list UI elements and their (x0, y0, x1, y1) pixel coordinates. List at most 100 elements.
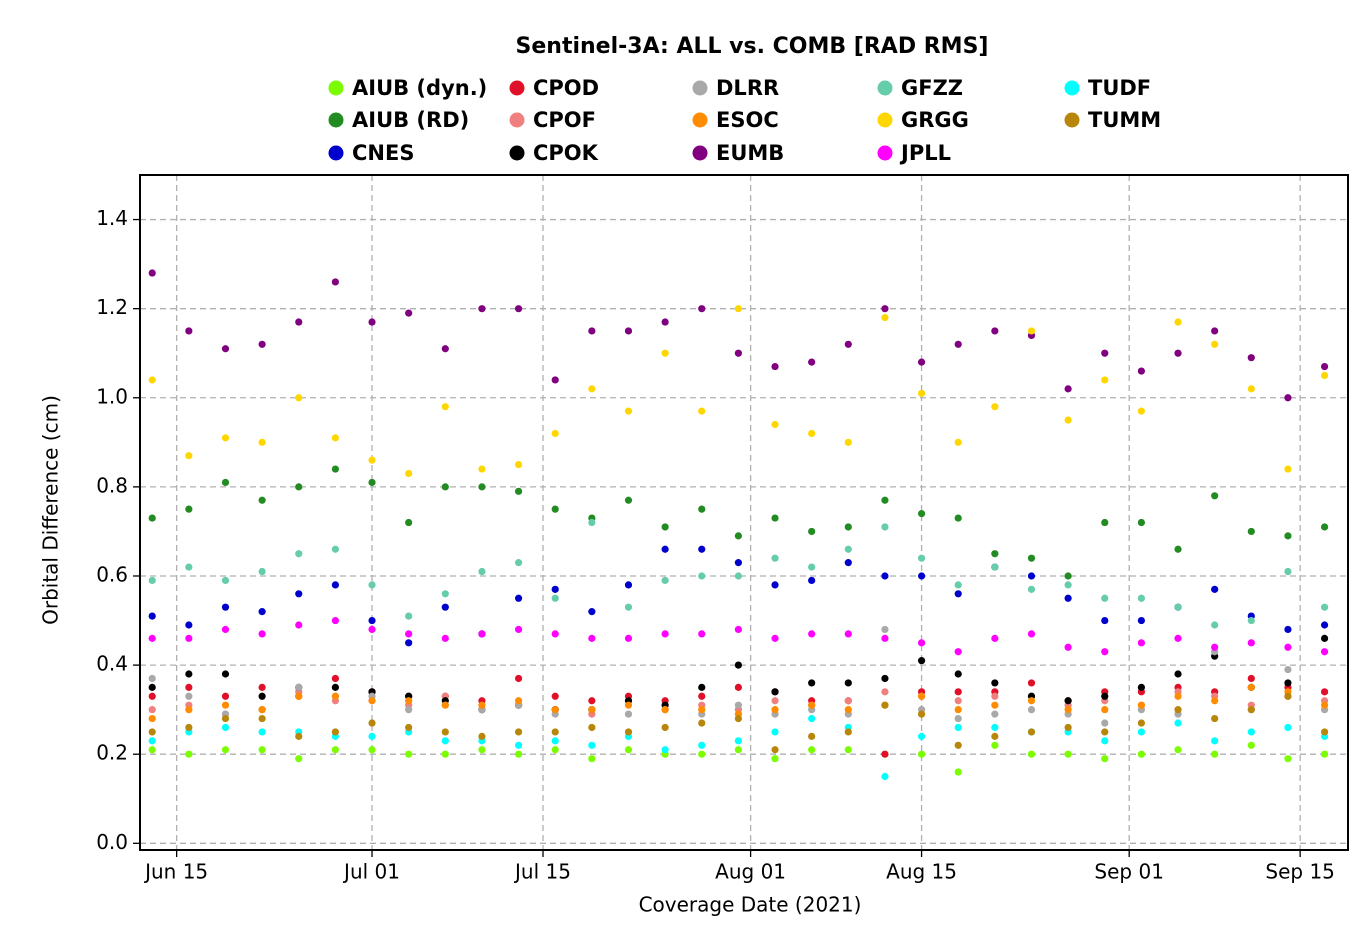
data-point (551, 728, 559, 736)
data-point (1101, 706, 1109, 714)
data-point (1247, 683, 1255, 691)
data-point (1320, 523, 1329, 531)
data-point (1101, 616, 1109, 625)
data-point (1284, 567, 1292, 576)
data-point (881, 634, 889, 642)
legend-marker (877, 145, 893, 161)
data-point (661, 706, 669, 714)
data-point (734, 559, 742, 567)
legend-label: AIUB (dyn.) (352, 76, 487, 100)
data-point (1284, 643, 1292, 651)
data-point (368, 697, 376, 705)
data-point (1284, 394, 1292, 402)
data-point (1137, 407, 1145, 415)
data-point (954, 723, 962, 732)
data-point (221, 625, 230, 634)
data-point (1137, 616, 1145, 625)
data-point (1284, 625, 1292, 634)
data-point (1137, 594, 1145, 602)
data-point (844, 340, 852, 348)
data-point (771, 420, 779, 429)
data-point (1064, 416, 1072, 424)
data-point (1027, 585, 1036, 593)
data-point (185, 683, 193, 691)
data-point (185, 723, 193, 732)
legend-marker (692, 145, 708, 161)
data-point (808, 746, 816, 754)
data-point (514, 487, 523, 495)
data-point (221, 714, 230, 723)
data-point (1247, 674, 1255, 683)
x-tick-label: Jul 01 (342, 860, 400, 884)
data-point (1027, 697, 1036, 705)
data-point (1211, 750, 1219, 758)
data-point (295, 732, 303, 740)
data-point (1137, 750, 1145, 758)
data-point (1064, 706, 1072, 714)
data-point (331, 278, 339, 286)
data-point (1211, 643, 1219, 651)
data-point (331, 581, 339, 589)
data-point (1027, 327, 1036, 335)
data-point (258, 683, 266, 691)
data-point (624, 327, 633, 335)
data-point (1247, 741, 1255, 749)
data-point (698, 305, 706, 313)
data-point (734, 532, 742, 540)
data-point (441, 403, 449, 411)
data-point (954, 714, 962, 723)
data-point (295, 621, 303, 629)
x-axis-label: Coverage Date (2021) (639, 893, 862, 917)
data-point (514, 559, 523, 567)
data-point (551, 746, 559, 754)
data-point (514, 305, 523, 313)
data-point (368, 456, 376, 464)
data-point (258, 340, 266, 348)
data-point (844, 706, 852, 714)
data-point (221, 670, 230, 678)
legend-marker (509, 112, 525, 128)
data-point (1247, 706, 1255, 714)
data-point (331, 674, 339, 683)
y-tick-label: 0.0 (96, 830, 128, 854)
y-tick-label: 0.2 (96, 741, 128, 765)
legend-marker (692, 112, 708, 128)
data-point (771, 362, 779, 371)
data-point (185, 327, 193, 335)
data-point (1064, 643, 1072, 651)
data-point (734, 305, 742, 313)
data-point (1211, 585, 1219, 593)
data-point (148, 706, 156, 714)
data-point (331, 746, 339, 754)
data-point (221, 692, 230, 700)
legend-label: JPLL (899, 141, 951, 165)
data-point (661, 746, 669, 754)
data-point (1247, 385, 1255, 393)
data-point (1284, 723, 1292, 732)
data-point (148, 683, 156, 691)
data-point (405, 469, 413, 478)
data-point (1284, 692, 1292, 700)
data-point (771, 746, 779, 754)
data-point (478, 465, 486, 473)
data-point (954, 648, 962, 656)
data-point (478, 630, 486, 638)
data-point (698, 683, 706, 691)
legend-marker (877, 112, 893, 128)
data-point (698, 719, 706, 727)
data-point (698, 505, 706, 513)
data-point (331, 616, 339, 625)
x-tick-label: Aug 15 (886, 860, 957, 884)
data-point (1247, 616, 1255, 625)
data-point (258, 567, 266, 576)
data-point (1247, 527, 1255, 536)
data-point (954, 741, 962, 749)
data-point (1064, 697, 1072, 705)
data-point (551, 706, 559, 714)
data-point (917, 750, 926, 758)
data-point (405, 518, 413, 527)
data-point (221, 345, 230, 353)
data-point (588, 385, 596, 393)
data-point (441, 737, 449, 745)
